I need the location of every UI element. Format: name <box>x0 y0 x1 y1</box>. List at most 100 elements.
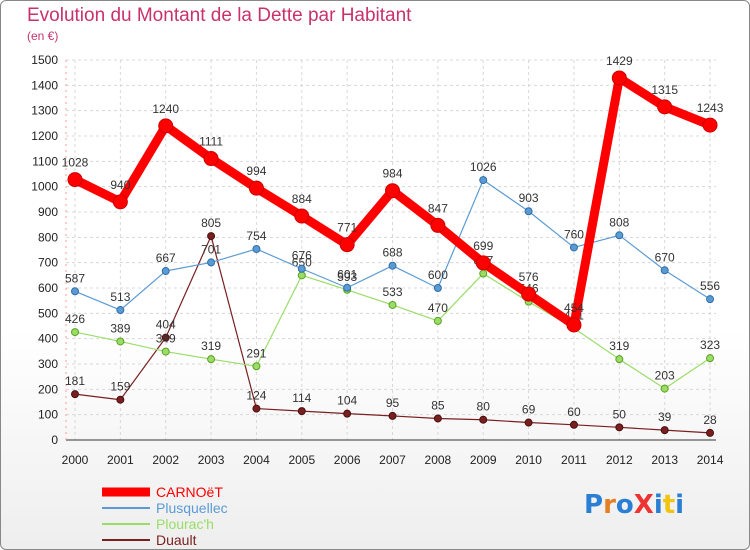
legend-label: Plourac'h <box>156 516 214 532</box>
x-tick-label: 2008 <box>425 453 452 467</box>
data-label: 940 <box>110 178 130 192</box>
x-tick-label: 2003 <box>198 453 225 467</box>
data-point <box>611 70 627 86</box>
data-point <box>524 207 533 216</box>
data-label: 513 <box>110 290 130 304</box>
x-tick-label: 2000 <box>62 453 89 467</box>
legend-label: CARNOëT <box>156 484 223 500</box>
data-point <box>569 243 578 252</box>
data-point <box>71 287 79 296</box>
data-point <box>660 426 669 435</box>
data-point <box>297 264 306 273</box>
data-point <box>116 395 125 404</box>
data-label: 533 <box>383 285 403 299</box>
data-point <box>252 404 261 413</box>
data-label: 676 <box>292 249 312 263</box>
data-label: 771 <box>337 221 357 235</box>
x-axis-ticks: 2000 2001 2002 2003 2004 2005 2006 2007 2008 2009… <box>62 453 724 467</box>
data-label: 903 <box>519 191 539 205</box>
data-label: 85 <box>431 398 445 412</box>
data-point <box>524 418 533 427</box>
data-label: 470 <box>428 301 448 315</box>
data-label: 587 <box>65 271 85 285</box>
data-label: 576 <box>519 270 539 284</box>
data-label: 670 <box>655 250 675 264</box>
data-point <box>702 117 718 133</box>
y-tick-label: 800 <box>38 230 58 244</box>
data-label: 556 <box>700 279 720 293</box>
legend-label: Plusquellec <box>156 500 228 516</box>
data-point <box>116 337 125 346</box>
data-point <box>252 362 261 371</box>
series-layer: 181 159 404 805 124 114 104 95 85 80 69 60 50 39 28 426… <box>62 54 724 437</box>
logo-letter: X <box>633 490 654 520</box>
x-tick-label: 2007 <box>379 453 406 467</box>
data-point <box>71 328 79 337</box>
y-tick-label: 1400 <box>31 78 58 92</box>
data-point <box>343 409 352 418</box>
data-point <box>569 420 578 429</box>
x-tick-label: 2012 <box>606 453 633 467</box>
logo-letter: r <box>603 490 616 520</box>
data-label: 124 <box>246 389 266 403</box>
legend-item: CARNOëT <box>102 484 223 500</box>
data-label: 319 <box>609 339 629 353</box>
data-point <box>706 354 715 363</box>
data-label: 39 <box>658 410 672 424</box>
data-point <box>479 176 488 185</box>
data-label: 104 <box>337 394 357 408</box>
data-point <box>343 283 352 292</box>
data-label: 1315 <box>651 83 678 97</box>
y-tick-label: 600 <box>38 281 58 295</box>
y-tick-label: 1000 <box>31 180 58 194</box>
data-label: 349 <box>156 332 176 346</box>
data-label: 426 <box>65 312 85 326</box>
y-tick-label: 700 <box>38 256 58 270</box>
legend-label: Duault <box>156 532 197 548</box>
data-label: 159 <box>110 380 130 394</box>
data-point <box>388 411 397 420</box>
data-label: 319 <box>201 339 221 353</box>
data-label: 884 <box>292 192 312 206</box>
data-point <box>657 99 673 115</box>
data-point <box>297 407 306 416</box>
legend-item: Duault <box>102 532 197 548</box>
data-label: 60 <box>567 405 581 419</box>
data-label: 808 <box>609 215 629 229</box>
data-point <box>388 261 397 270</box>
data-label: 80 <box>477 400 491 414</box>
data-point <box>161 333 170 342</box>
data-label: 1028 <box>62 156 89 170</box>
data-label: 760 <box>564 227 584 241</box>
data-label: 95 <box>386 396 400 410</box>
data-point <box>660 384 669 393</box>
data-label: 699 <box>473 239 493 253</box>
data-point <box>71 390 79 399</box>
y-tick-label: 200 <box>38 382 58 396</box>
y-tick-label: 300 <box>38 357 58 371</box>
x-tick-label: 2001 <box>107 453 134 467</box>
data-label: 805 <box>201 216 221 230</box>
logo-letter: P <box>584 490 604 520</box>
data-label: 701 <box>201 242 221 256</box>
data-point <box>433 316 442 325</box>
x-tick-label: 2011 <box>561 453 587 467</box>
data-point <box>116 306 125 315</box>
x-tick-label: 2002 <box>152 453 179 467</box>
y-tick-label: 900 <box>38 205 58 219</box>
data-point <box>521 286 537 302</box>
data-label: 667 <box>156 251 176 265</box>
logo-letter: i <box>653 490 663 520</box>
logo-letter: i <box>675 490 685 520</box>
data-point <box>294 208 310 224</box>
series-plusquellec: 587 513 667 701 754 676 601 688 600 1026 903 760 808… <box>65 160 720 315</box>
x-tick-label: 2014 <box>697 453 724 467</box>
y-tick-label: 1100 <box>32 154 58 168</box>
data-label: 114 <box>292 391 311 405</box>
y-tick-label: 1200 <box>31 129 58 143</box>
chart-subtitle: (en €) <box>27 29 59 43</box>
legend-item: Plourac'h <box>102 516 214 532</box>
data-point <box>248 180 264 196</box>
data-label: 291 <box>246 346 266 360</box>
